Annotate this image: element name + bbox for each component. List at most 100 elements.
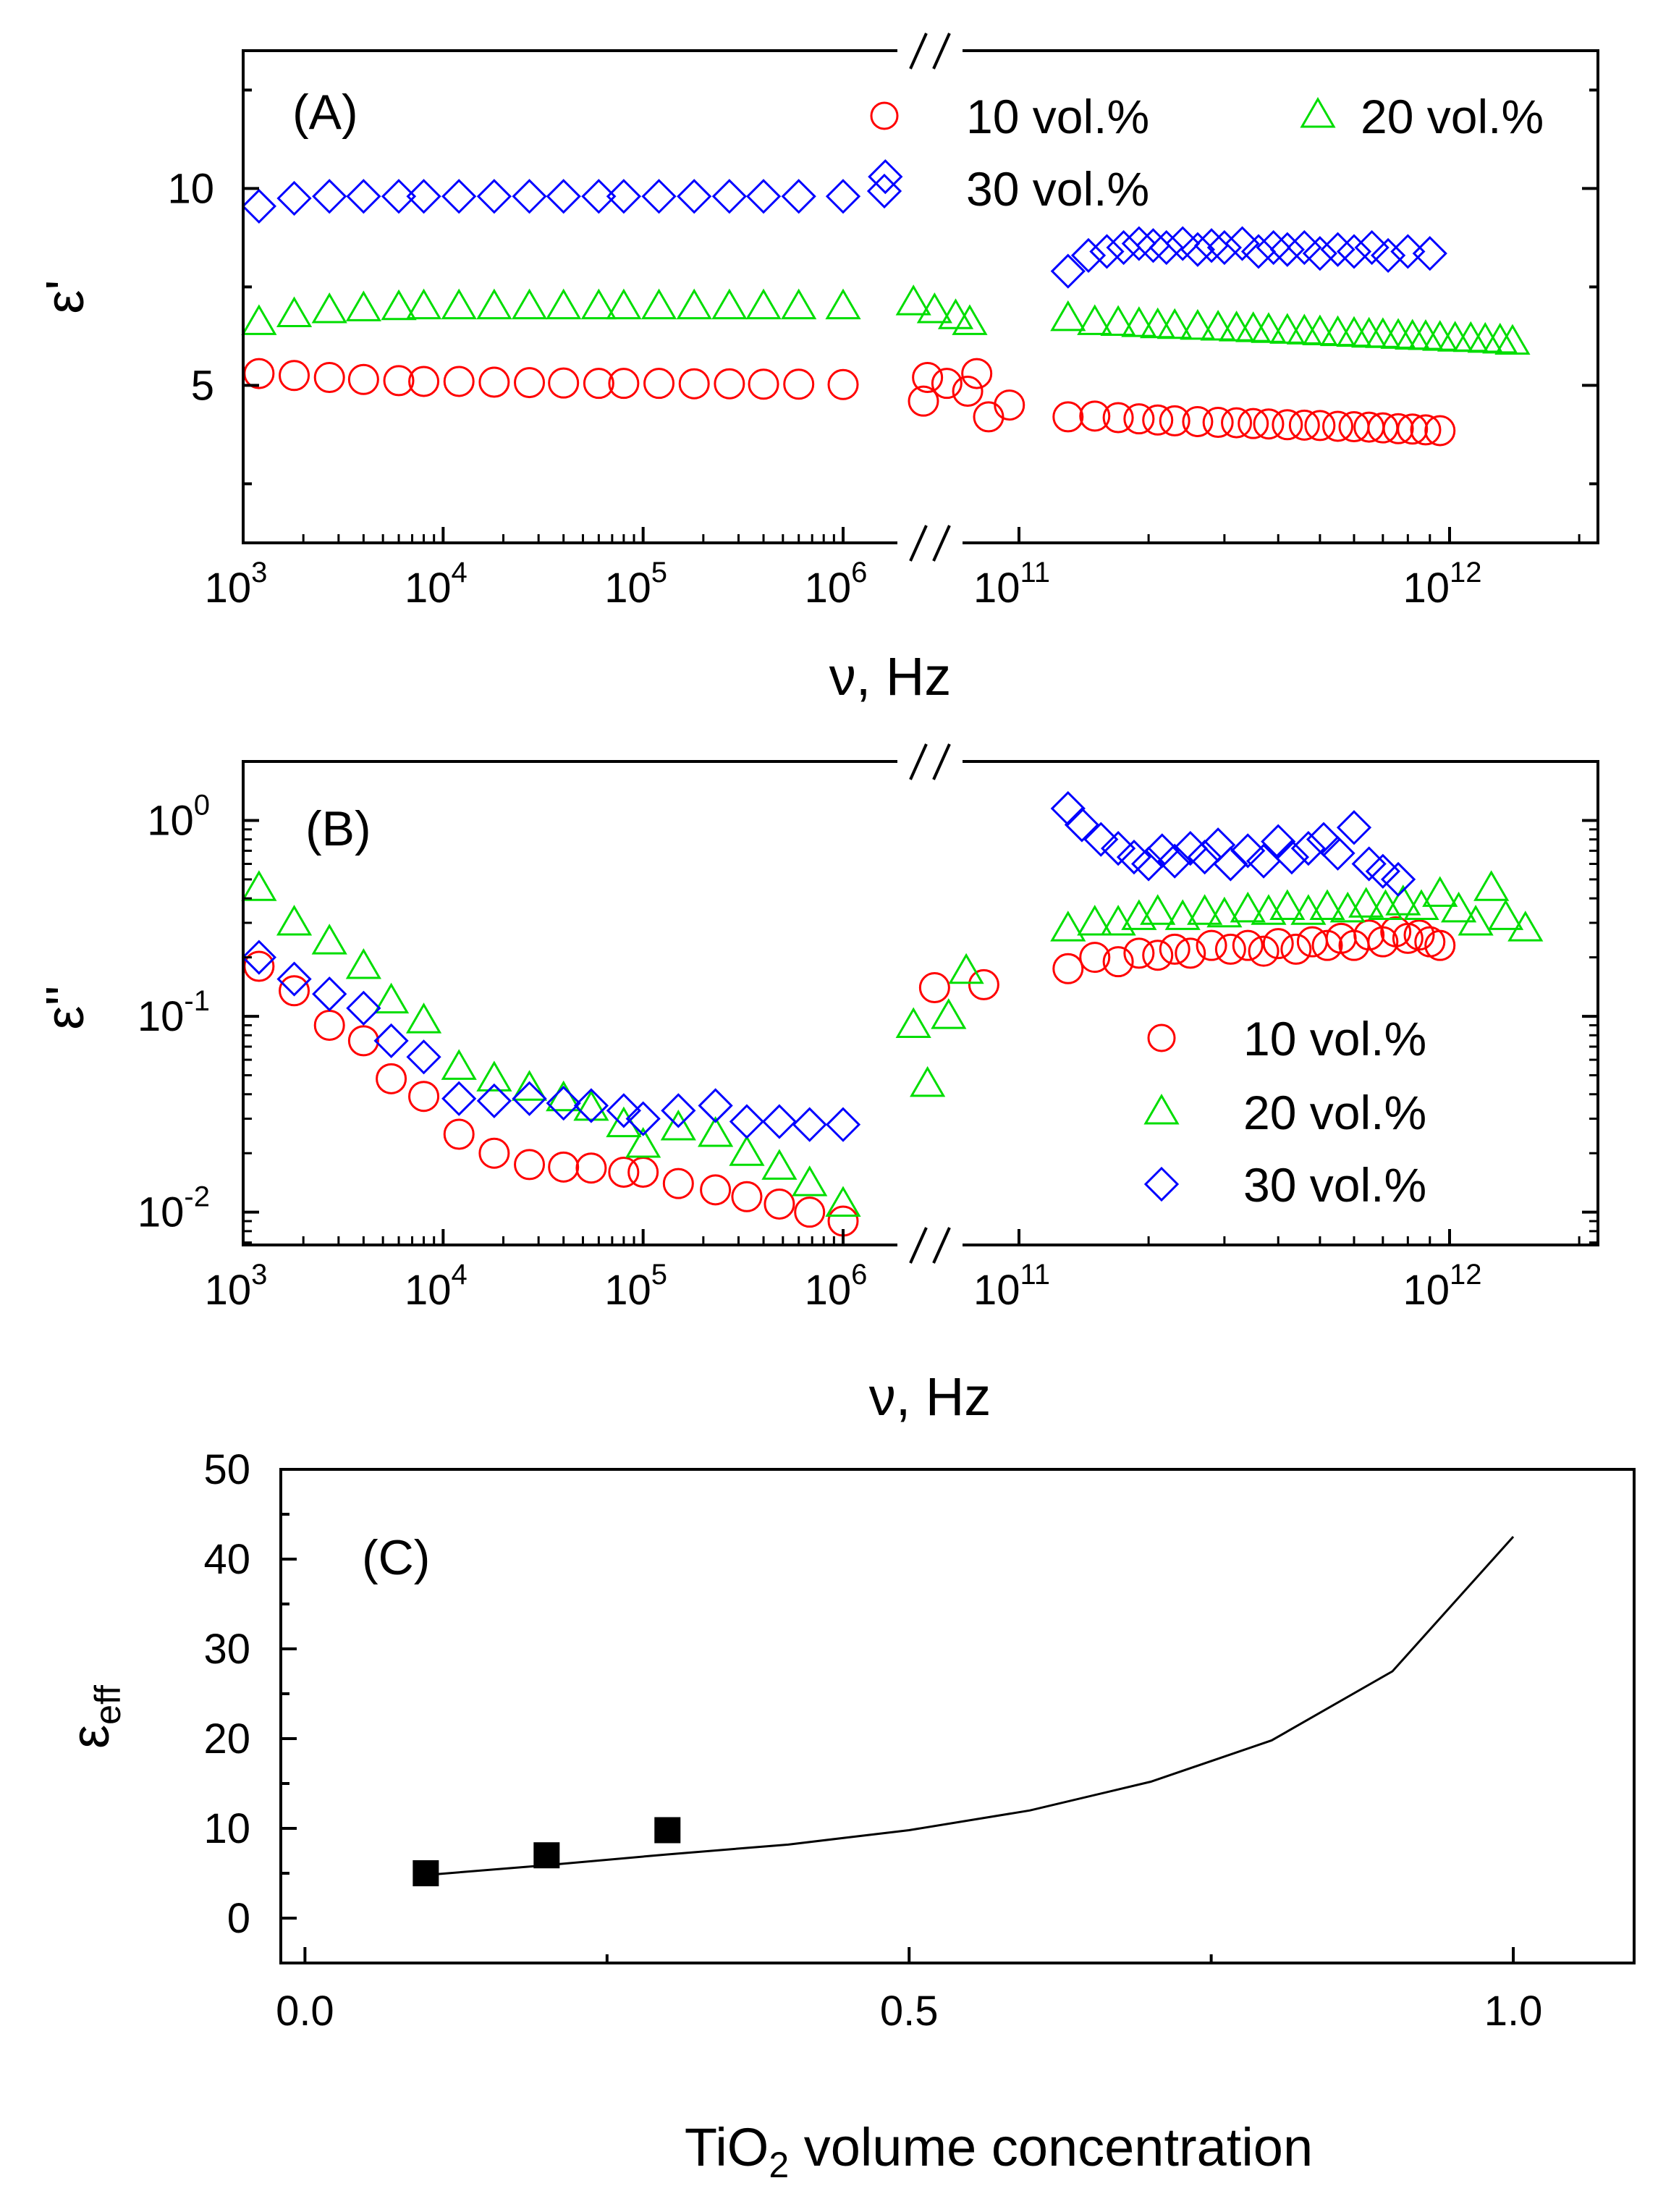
- point-b-30-low: [312, 976, 347, 1012]
- point-b-30-high: [1144, 833, 1180, 869]
- point-a-30-low: [781, 179, 816, 214]
- x-tick-label: 1011: [973, 1259, 1050, 1314]
- point-a-20-high: [1077, 304, 1113, 335]
- measured-point: [654, 1817, 681, 1844]
- x-tick-label: 106: [805, 557, 868, 612]
- point-a-30-low: [241, 188, 277, 224]
- point-b-30-high: [1290, 830, 1327, 866]
- point-a-30-low: [276, 180, 312, 216]
- point-b-30-high: [1050, 790, 1086, 827]
- point-b-30-high: [1320, 835, 1355, 871]
- point-a-30-high: [1320, 232, 1355, 267]
- point-b-20-high: [1441, 891, 1477, 923]
- point-a-30-high: [1050, 253, 1086, 289]
- point-b-20-low: [311, 924, 347, 955]
- point-b-30-low: [546, 1086, 581, 1121]
- point-b-10-low: [443, 1118, 475, 1150]
- point-b-30-low: [606, 1093, 642, 1128]
- point-b-10-high: [1248, 935, 1280, 967]
- point-b-30-low: [625, 1101, 661, 1136]
- point-a-30-high: [1336, 234, 1372, 269]
- point-b-10-low: [514, 1149, 546, 1181]
- point-b-30-high: [1365, 853, 1400, 889]
- point-a-30-high: [1240, 234, 1277, 269]
- x-tick-label: 1012: [1403, 557, 1481, 612]
- y-tick-label: 20: [203, 1715, 250, 1763]
- x-tick-label: 1012: [1403, 1259, 1481, 1314]
- legend-b-30-marker: [1143, 1166, 1180, 1202]
- legend-a-10-marker: [870, 101, 899, 130]
- point-b-20-high: [1458, 904, 1494, 936]
- point-a-20-mid: [952, 304, 988, 335]
- point-b-20-high: [1507, 911, 1544, 942]
- point-b-20-low: [405, 1002, 442, 1034]
- point-a-10-high: [994, 389, 1025, 421]
- model-curve: [426, 1535, 1515, 1876]
- point-a-10-high: [1102, 402, 1134, 434]
- point-a-20-low: [640, 288, 677, 320]
- point-a-30-high: [1256, 229, 1291, 266]
- panel-b-y-ticks: 100 10-1 10-2: [138, 760, 1598, 1244]
- legend-b-20-marker: [1143, 1094, 1180, 1125]
- legend-a-30-marker: [866, 173, 902, 209]
- point-b-20-high: [1309, 889, 1345, 921]
- point-b-20-high: [1348, 887, 1384, 918]
- point-a-20-low: [511, 288, 548, 320]
- point-b-20-high: [1140, 894, 1176, 925]
- y-tick-label: 30: [203, 1626, 250, 1673]
- point-b-20-mid: [948, 953, 984, 984]
- point-b-10-low: [575, 1152, 607, 1184]
- panel-c-x-ticks: 0.0 0.5 1.0: [276, 1947, 1542, 2035]
- x-tick-label: 103: [205, 1259, 268, 1314]
- panel-a-label: (A): [292, 85, 358, 140]
- panel-c-x-title-sub: 2: [769, 2145, 789, 2185]
- point-b-10-low: [347, 1025, 379, 1057]
- point-b-10-low: [700, 1174, 732, 1206]
- point-b-10-high: [1232, 929, 1264, 961]
- point-b-20-low: [698, 1115, 734, 1147]
- point-b-30-low: [573, 1088, 609, 1123]
- point-b-10-high: [1175, 937, 1206, 969]
- panel-c: 0.0 0.5 1.0 0 10 20 30 40 50 (C) TiO2 volume co…: [60, 1446, 1636, 2185]
- legend-b-30-label: 30 vol.%: [1243, 1158, 1426, 1212]
- point-b-20-high: [1187, 894, 1223, 925]
- point-a-30-high: [1412, 236, 1447, 271]
- point-b-10-low: [662, 1168, 694, 1199]
- point-a-10-high: [1322, 410, 1354, 442]
- panel-c-x-title-prefix: TiO: [685, 2117, 769, 2177]
- panel-b-legend: 10 vol.% 20 vol.% 30 vol.%: [1143, 1012, 1426, 1212]
- x-tick-label: 1011: [973, 557, 1050, 612]
- legend-a-30-label: 30 vol.%: [966, 162, 1149, 216]
- point-b-10-high: [1311, 929, 1343, 961]
- point-b-20-low: [241, 870, 277, 901]
- point-a-20-high: [1302, 314, 1338, 346]
- point-a-20-high: [1180, 308, 1216, 340]
- x-tick-label: 105: [604, 1259, 667, 1314]
- y-tick-label: 5: [191, 362, 214, 409]
- point-a-20-low: [405, 288, 442, 320]
- point-b-30-low: [441, 1081, 477, 1116]
- point-a-30-low: [546, 179, 581, 214]
- panel-a: 103 104 105 106 1011 1012 5 10 (A) 10 vol.% 20…: [35, 33, 1599, 706]
- point-b-20-high: [1385, 885, 1421, 916]
- point-a-10-high: [1221, 407, 1253, 439]
- point-a-10-high: [1142, 404, 1174, 436]
- point-a-10-high: [1424, 415, 1456, 447]
- point-a-20-low: [676, 288, 712, 320]
- legend-b-10-label: 10 vol.%: [1243, 1012, 1426, 1065]
- panel-a-y-ticks: 5 10: [167, 88, 1598, 486]
- point-b-20-high: [1100, 904, 1136, 936]
- y-tick-label: 10: [167, 165, 214, 212]
- point-b-20-high: [1206, 896, 1243, 928]
- x-tick-label: 1.0: [1484, 1988, 1543, 2035]
- point-b-30-low: [761, 1104, 798, 1139]
- point-b-30-high: [1130, 846, 1167, 882]
- point-b-10-low: [279, 975, 310, 1007]
- point-a-30-high: [1089, 234, 1125, 269]
- point-b-30-high: [1336, 810, 1372, 845]
- point-b-10-mid: [968, 968, 999, 1000]
- point-a-20-high: [1251, 312, 1287, 343]
- point-a-10-high: [1410, 414, 1442, 446]
- point-a-30-high: [1206, 229, 1243, 266]
- panel-c-plot-frame: [279, 1468, 1636, 1964]
